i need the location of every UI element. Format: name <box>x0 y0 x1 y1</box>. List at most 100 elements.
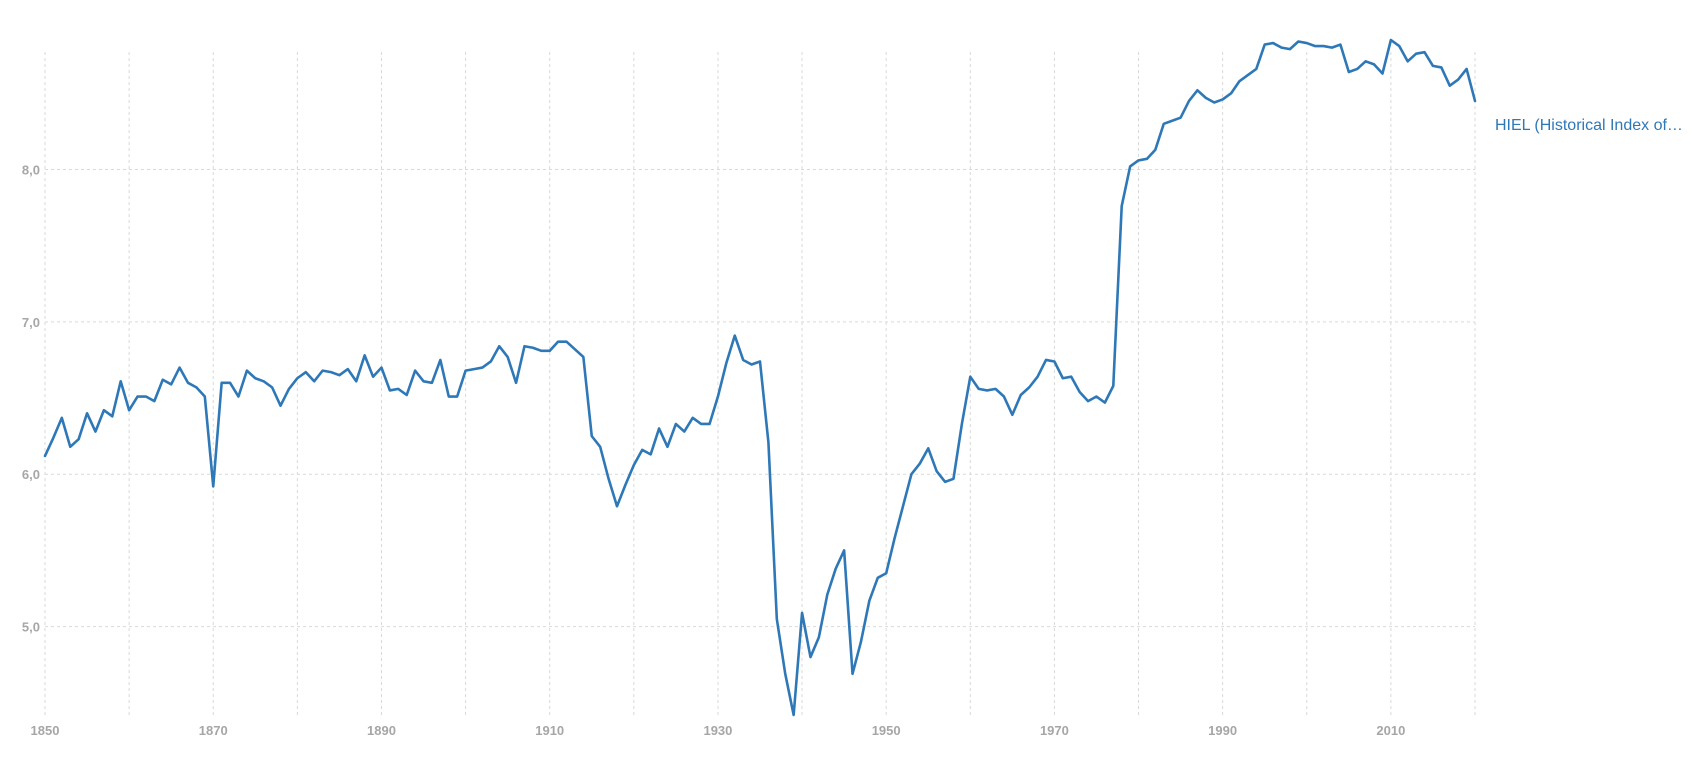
data-point <box>271 386 274 389</box>
data-point <box>481 366 484 369</box>
data-point <box>1423 51 1426 54</box>
y-tick-label: 8,0 <box>22 163 40 178</box>
data-point <box>347 368 350 371</box>
data-point <box>607 478 610 481</box>
data-point <box>683 430 686 433</box>
data-point <box>330 371 333 374</box>
y-tick-label: 6,0 <box>22 467 40 482</box>
data-point <box>296 377 299 380</box>
data-point <box>1263 43 1266 46</box>
data-point <box>288 388 291 391</box>
data-point <box>153 400 156 403</box>
data-point <box>355 380 358 383</box>
data-point <box>254 377 257 380</box>
data-point <box>725 362 728 365</box>
data-point <box>422 380 425 383</box>
series-line <box>43 38 1477 717</box>
data-point <box>136 395 139 398</box>
data-point <box>1280 46 1283 49</box>
data-point <box>902 505 905 508</box>
data-point <box>851 673 854 676</box>
series-layer: HIEL (Historical Index of… <box>43 38 1683 717</box>
data-point <box>431 382 434 385</box>
data-point <box>1415 52 1418 55</box>
data-point <box>868 599 871 602</box>
x-tick-label: 1950 <box>872 723 901 738</box>
data-point <box>1205 97 1208 100</box>
data-point <box>506 356 509 359</box>
x-tick-label: 1890 <box>367 723 396 738</box>
data-point <box>952 478 955 481</box>
data-point <box>759 360 762 363</box>
data-point <box>910 473 913 476</box>
x-tick-label: 1850 <box>31 723 60 738</box>
data-point <box>893 537 896 540</box>
data-point <box>969 375 972 378</box>
x-tick-label: 1870 <box>199 723 228 738</box>
data-point <box>994 388 997 391</box>
data-point <box>187 382 190 385</box>
data-point <box>1129 165 1132 168</box>
data-point <box>649 453 652 456</box>
data-point <box>372 375 375 378</box>
data-point <box>776 618 779 621</box>
data-point <box>700 423 703 426</box>
data-point <box>1011 414 1014 417</box>
data-point <box>1003 395 1006 398</box>
data-point <box>548 350 551 353</box>
data-point <box>1474 100 1477 103</box>
data-point <box>405 394 408 397</box>
data-point <box>1171 119 1174 122</box>
data-point <box>599 446 602 449</box>
data-point <box>977 388 980 391</box>
data-point <box>61 417 64 420</box>
data-point <box>119 380 122 383</box>
data-point <box>582 356 585 359</box>
data-point <box>1247 74 1250 77</box>
data-point <box>1272 42 1275 45</box>
data-point <box>633 464 636 467</box>
data-point <box>86 412 89 415</box>
data-point <box>1465 68 1468 71</box>
data-point <box>1070 375 1073 378</box>
data-point <box>1154 148 1157 151</box>
data-point <box>717 395 720 398</box>
data-point <box>860 641 863 644</box>
data-point <box>834 567 837 570</box>
data-point <box>490 360 493 363</box>
x-tick-label: 1990 <box>1208 723 1237 738</box>
data-point <box>1137 159 1140 162</box>
data-point <box>44 455 47 458</box>
data-point <box>1036 375 1039 378</box>
data-point <box>750 363 753 366</box>
data-point <box>456 395 459 398</box>
data-point <box>380 366 383 369</box>
data-point <box>1373 63 1376 66</box>
data-point <box>77 438 80 441</box>
data-point <box>170 383 173 386</box>
data-point <box>279 404 282 407</box>
data-point <box>304 371 307 374</box>
data-point <box>557 340 560 343</box>
data-point <box>145 395 148 398</box>
data-point <box>1104 401 1107 404</box>
data-point <box>1179 116 1182 119</box>
y-gridlines <box>45 169 1475 628</box>
data-point <box>1188 100 1191 103</box>
data-point <box>675 423 678 426</box>
data-point <box>1062 377 1065 380</box>
data-point <box>237 395 240 398</box>
data-point <box>1322 45 1325 48</box>
data-point <box>195 386 198 389</box>
data-point <box>1120 205 1123 208</box>
data-point <box>389 389 392 392</box>
data-point <box>52 436 55 439</box>
y-tick-label: 5,0 <box>22 620 40 635</box>
data-point <box>1398 45 1401 48</box>
data-point <box>128 409 131 412</box>
data-point <box>801 612 804 615</box>
data-point <box>1331 46 1334 49</box>
data-point <box>1339 43 1342 46</box>
data-point <box>590 435 593 438</box>
data-point <box>229 382 232 385</box>
